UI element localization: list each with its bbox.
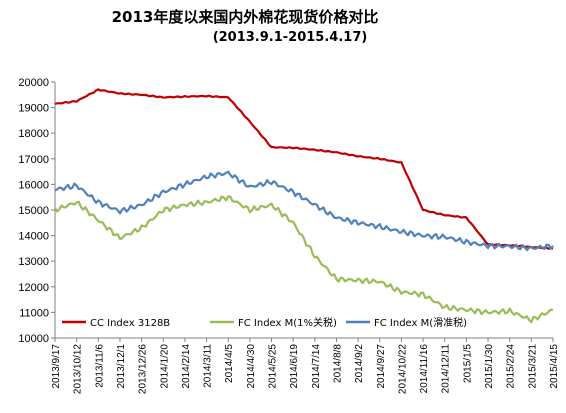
- x-tick-label: 2014/11/16: [419, 344, 430, 394]
- series-line: [54, 88, 554, 250]
- x-tick-label: 2013/9/17: [51, 344, 62, 389]
- legend-label: FC Index M(滑准税): [374, 316, 467, 329]
- x-tick-label: 2015/3/21: [527, 344, 538, 389]
- x-tick-label: 2014/9/27: [376, 344, 387, 389]
- x-tick-label: 2015/2/24: [506, 344, 517, 389]
- x-tick-label: 2015/1/5: [462, 344, 473, 383]
- y-tick-label: 18000: [18, 128, 49, 140]
- x-tick-label: 2013/12/1: [116, 344, 127, 389]
- y-tick-label: 12000: [18, 282, 49, 294]
- x-tick-labels: 2013/9/17 2013/10/12 2013/11/6 2013/12/1 201…: [51, 344, 560, 394]
- x-tick-label: 2014/8/8: [332, 344, 343, 383]
- x-tick-label: 2013/12/26: [138, 344, 149, 394]
- axes: 10000 11000 12000 13000 14000 15000 16000 17000…: [18, 77, 554, 345]
- y-tick-label: 19000: [18, 103, 49, 115]
- x-tick-label: 2014/1/20: [159, 344, 170, 389]
- y-tick-label: 15000: [18, 205, 49, 217]
- chart-title: 2013年度以来国内外棉花现货价格对比: [112, 8, 379, 26]
- series-group: [54, 88, 554, 324]
- x-tick-label: 2014/5/25: [268, 344, 279, 389]
- y-tick-label: 14000: [18, 231, 49, 243]
- x-tick-label: 2015/4/15: [549, 344, 560, 389]
- x-tick-label: 2013/11/6: [94, 344, 105, 388]
- x-tick-label: 2014/12/11: [441, 344, 452, 394]
- x-tick-label: 2014/3/11: [203, 344, 214, 388]
- legend-label: CC Index 3128B: [90, 318, 170, 329]
- series-line: [54, 195, 554, 324]
- y-tick-label: 13000: [18, 256, 49, 268]
- x-tick-label: 2014/2/14: [181, 344, 192, 389]
- chart-subtitle: (2013.9.1-2015.4.17): [213, 30, 368, 45]
- x-tick-label: 2013/10/12: [73, 344, 84, 394]
- y-tick-label: 11000: [19, 307, 49, 319]
- y-tick-label: 17000: [18, 154, 49, 166]
- x-tick-label: 2014/4/5: [224, 344, 235, 383]
- x-tick-label: 2015/1/30: [484, 344, 495, 389]
- y-tick-label: 10000: [18, 333, 49, 345]
- x-tick-label: 2014/6/19: [289, 344, 300, 389]
- x-tick-label: 2014/10/22: [397, 344, 408, 394]
- y-tick-label: 16000: [18, 179, 49, 191]
- legend: CC Index 3128B FC Index M(1%关税) FC Index M…: [62, 316, 467, 329]
- legend-label: FC Index M(1%关税): [238, 316, 337, 329]
- x-tick-label: 2014/4/30: [246, 344, 257, 389]
- x-tick-label: 2014/9/2: [354, 344, 365, 383]
- y-tick-label: 20000: [18, 77, 49, 89]
- x-tick-label: 2014/7/14: [311, 344, 322, 389]
- series-line: [54, 170, 554, 252]
